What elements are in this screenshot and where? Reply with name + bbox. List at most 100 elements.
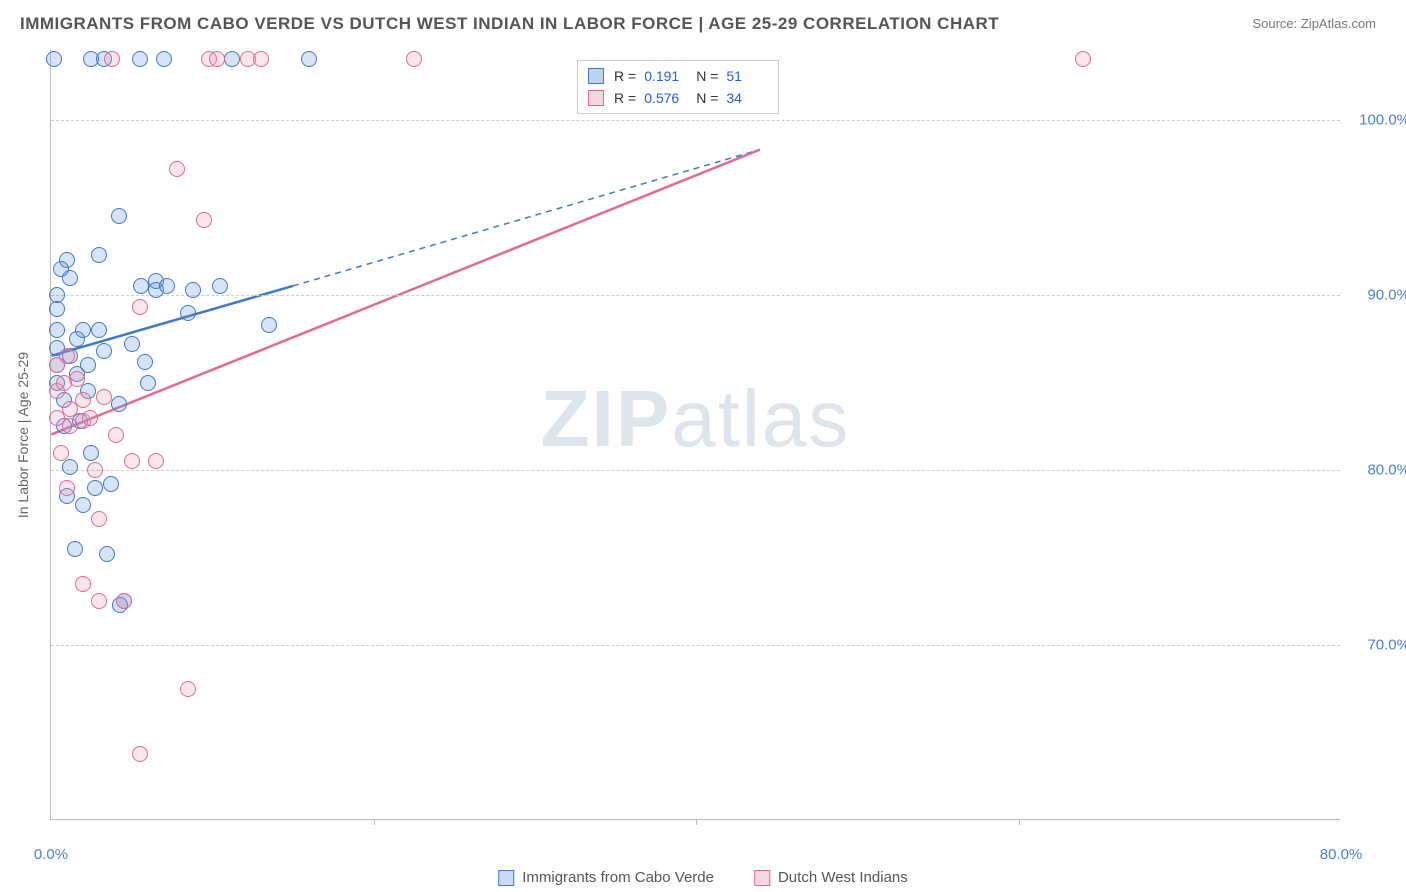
data-point <box>185 282 201 298</box>
data-point <box>53 261 69 277</box>
data-point <box>212 278 228 294</box>
legend-swatch <box>754 870 770 886</box>
legend-swatch <box>498 870 514 886</box>
legend-swatch <box>588 68 604 84</box>
stat-r-value: 0.576 <box>644 87 686 109</box>
bottom-legend: Immigrants from Cabo Verde Dutch West Ind… <box>498 869 908 886</box>
data-point <box>132 299 148 315</box>
trend-line <box>51 286 293 356</box>
data-point <box>49 322 65 338</box>
data-point <box>80 357 96 373</box>
legend-item: Immigrants from Cabo Verde <box>498 869 714 886</box>
gridline-horizontal <box>51 645 1340 646</box>
data-point <box>224 51 240 67</box>
data-point <box>103 476 119 492</box>
data-point <box>91 511 107 527</box>
data-point <box>83 445 99 461</box>
trend-lines-layer <box>51 50 1340 819</box>
data-point <box>62 459 78 475</box>
data-point <box>156 51 172 67</box>
data-point <box>124 453 140 469</box>
data-point <box>99 546 115 562</box>
x-tick-mark <box>374 819 375 825</box>
legend-label: Dutch West Indians <box>778 869 908 886</box>
data-point <box>82 410 98 426</box>
x-tick-mark <box>1019 819 1020 825</box>
data-point <box>301 51 317 67</box>
data-point <box>140 375 156 391</box>
data-point <box>137 354 153 370</box>
data-point <box>59 480 75 496</box>
stat-n-value: 34 <box>726 87 768 109</box>
data-point <box>87 462 103 478</box>
data-point <box>91 322 107 338</box>
data-point <box>104 51 120 67</box>
data-point <box>124 336 140 352</box>
stat-n-label: N = <box>696 65 718 87</box>
y-tick-label: 70.0% <box>1367 637 1406 654</box>
data-point <box>1075 51 1091 67</box>
gridline-horizontal <box>51 470 1340 471</box>
data-point <box>180 681 196 697</box>
stat-n-label: N = <box>696 87 718 109</box>
data-point <box>91 593 107 609</box>
watermark-part-a: ZIP <box>541 374 671 463</box>
data-point <box>91 247 107 263</box>
data-point <box>108 427 124 443</box>
data-point <box>111 208 127 224</box>
data-point <box>59 348 75 364</box>
y-tick-label: 80.0% <box>1367 462 1406 479</box>
data-point <box>67 541 83 557</box>
data-point <box>96 343 112 359</box>
y-tick-label: 90.0% <box>1367 287 1406 304</box>
y-tick-label: 100.0% <box>1359 112 1406 129</box>
legend-swatch <box>588 90 604 106</box>
stat-r-label: R = <box>614 65 636 87</box>
data-point <box>75 576 91 592</box>
data-point <box>148 453 164 469</box>
data-point <box>253 51 269 67</box>
x-tick-label: 0.0% <box>34 846 68 863</box>
data-point <box>116 593 132 609</box>
legend-label: Immigrants from Cabo Verde <box>522 869 714 886</box>
source-attribution: Source: ZipAtlas.com <box>1252 16 1376 31</box>
x-tick-mark <box>696 819 697 825</box>
data-point <box>87 480 103 496</box>
stat-n-value: 51 <box>726 65 768 87</box>
legend-item: Dutch West Indians <box>754 869 908 886</box>
stats-legend-row: R = 0.191 N = 51 <box>588 65 768 87</box>
chart-title: IMMIGRANTS FROM CABO VERDE VS DUTCH WEST… <box>20 14 999 34</box>
data-point <box>169 161 185 177</box>
data-point <box>132 51 148 67</box>
stats-legend-row: R = 0.576 N = 34 <box>588 87 768 109</box>
data-point <box>159 278 175 294</box>
data-point <box>49 287 65 303</box>
data-point <box>96 389 112 405</box>
gridline-horizontal <box>51 295 1340 296</box>
x-tick-label: 80.0% <box>1320 846 1363 863</box>
data-point <box>111 396 127 412</box>
data-point <box>196 212 212 228</box>
data-point <box>180 305 196 321</box>
data-point <box>49 301 65 317</box>
trend-line-extrapolated <box>293 150 760 286</box>
data-point <box>132 746 148 762</box>
data-point <box>75 392 91 408</box>
data-point <box>69 371 85 387</box>
stats-legend: R = 0.191 N = 51 R = 0.576 N = 34 <box>577 60 779 114</box>
gridline-horizontal <box>51 120 1340 121</box>
data-point <box>406 51 422 67</box>
data-point <box>75 322 91 338</box>
data-point <box>261 317 277 333</box>
stat-r-label: R = <box>614 87 636 109</box>
data-point <box>209 51 225 67</box>
plot-area: In Labor Force | Age 25-29 ZIPatlas R =0… <box>50 50 1340 820</box>
data-point <box>49 410 65 426</box>
watermark: ZIPatlas <box>541 373 850 465</box>
watermark-part-b: atlas <box>671 374 850 463</box>
data-point <box>53 445 69 461</box>
y-axis-label: In Labor Force | Age 25-29 <box>15 351 31 517</box>
stat-r-value: 0.191 <box>644 65 686 87</box>
data-point <box>46 51 62 67</box>
data-point <box>75 497 91 513</box>
